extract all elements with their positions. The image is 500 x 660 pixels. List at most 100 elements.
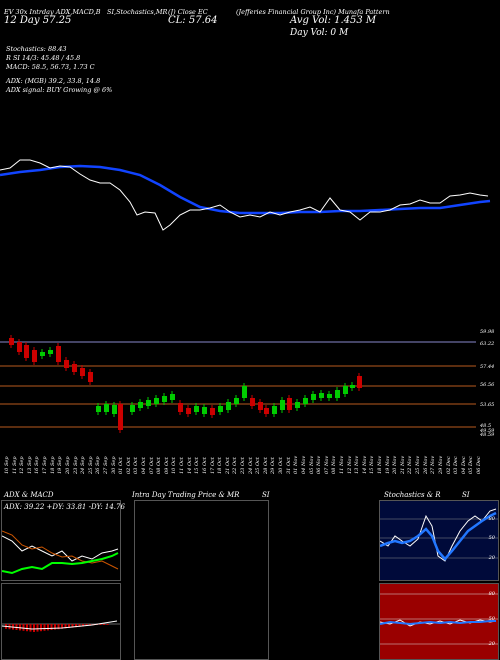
candle-body xyxy=(48,350,53,354)
candle-body xyxy=(56,346,61,362)
date-label: 10 Oct xyxy=(171,457,178,474)
macd-bar xyxy=(61,624,63,629)
stoch-rsi-title: Stochastics & R xyxy=(384,491,441,499)
close-value: CL: 57.64 xyxy=(168,15,218,26)
candle-body xyxy=(186,408,191,414)
price-line xyxy=(0,159,489,231)
candle-body xyxy=(218,406,223,412)
price-axis-label: 49.59 xyxy=(480,428,495,434)
date-label: 21 Nov xyxy=(399,455,406,474)
date-label: 13 Sep xyxy=(26,456,33,474)
macd-bar xyxy=(22,624,25,631)
macd-bar xyxy=(82,624,84,627)
date-label: 25 Nov xyxy=(415,455,422,474)
candle-body xyxy=(327,394,332,398)
date-label: 18 Oct xyxy=(217,457,224,474)
stochastics-panel: 80 50 20 xyxy=(379,500,499,581)
price-axis-label: 63.22 xyxy=(480,341,495,347)
date-label: 26 Sep xyxy=(95,456,102,474)
date-label: 14 Nov xyxy=(361,455,368,474)
date-label: 15 Oct xyxy=(194,457,201,474)
candle-body xyxy=(112,405,117,414)
date-label: 16 Sep xyxy=(34,456,41,474)
date-label: 28 Oct xyxy=(262,457,269,474)
date-label: 09 Oct xyxy=(163,457,170,474)
avg-volume: Avg Vol: 1.453 M xyxy=(290,15,377,26)
candle-body xyxy=(319,393,324,398)
date-label: 02 Dec xyxy=(445,456,452,474)
date-label: 27 Sep xyxy=(102,456,109,474)
candle-body xyxy=(96,406,101,412)
date-label: 01 Oct xyxy=(118,457,125,474)
stoch-label-80: 80 xyxy=(488,516,495,522)
date-label: 22 Oct xyxy=(232,457,239,474)
macd-bar xyxy=(54,624,56,630)
macd-bar xyxy=(36,624,39,632)
date-label: 21 Oct xyxy=(224,457,231,474)
date-label: 07 Nov xyxy=(323,455,330,474)
candle-body xyxy=(357,376,362,388)
date-label: 08 Oct xyxy=(156,457,163,474)
date-label: 12 Sep xyxy=(19,456,26,474)
date-label: 06 Nov xyxy=(316,455,323,474)
date-label: 04 Oct xyxy=(141,457,148,474)
price-axis-label: 48.5 xyxy=(480,423,492,429)
date-label: 24 Sep xyxy=(80,456,87,474)
intraday-title: Intra Day Trading Price & MR xyxy=(132,491,240,499)
macd-bar xyxy=(47,624,49,631)
candle-body xyxy=(104,404,109,412)
date-label: 19 Nov xyxy=(384,455,391,474)
macd-histogram xyxy=(2,620,120,632)
candle-body xyxy=(343,386,348,394)
candle-body xyxy=(138,402,143,408)
date-label: 11 Nov xyxy=(338,455,345,474)
stoch-title: SI,Stochastics,MR xyxy=(107,8,168,16)
candle-body xyxy=(272,406,277,414)
macd-bar xyxy=(85,624,88,626)
candle-body xyxy=(287,398,292,410)
adx-panel: ADX: 39.22 +DY: 33.81 -DY: 14.76 xyxy=(1,500,125,581)
date-label: 23 Sep xyxy=(72,456,79,474)
macd-bar xyxy=(50,624,53,630)
date-label: 06 Dec xyxy=(476,456,482,474)
moving-average-line xyxy=(0,164,491,215)
macd-bar xyxy=(75,624,77,628)
macd-bar xyxy=(68,624,70,628)
candlestick-chart xyxy=(0,335,476,433)
macd-bar xyxy=(103,624,105,625)
candle-body xyxy=(72,364,77,372)
candle-body xyxy=(350,385,355,388)
date-label: 05 Dec xyxy=(468,456,475,474)
candle-body xyxy=(24,345,29,358)
date-label: 29 Oct xyxy=(270,457,277,474)
intraday-panel xyxy=(134,500,269,660)
date-label: 02 Oct xyxy=(125,457,132,474)
candle-body xyxy=(162,396,167,402)
date-label: 14 Oct xyxy=(186,457,193,474)
date-label: 04 Nov xyxy=(300,455,307,474)
candle-body xyxy=(335,390,340,398)
adx-readout: ADX: (MGB) 39.2, 33.8, 14.8 xyxy=(6,77,101,85)
company-name: (Jefferies Financial Group Inc) Munafa P… xyxy=(236,8,390,16)
candle-body xyxy=(226,402,231,410)
candle-body xyxy=(178,403,183,412)
candle-body xyxy=(9,338,14,345)
date-label: 12 Nov xyxy=(346,455,353,474)
date-label: 10 Sep xyxy=(4,456,10,474)
adx-macd-title: ADX & MACD xyxy=(4,491,54,499)
date-label: 25 Oct xyxy=(255,457,262,474)
date-label: 22 Nov xyxy=(407,455,414,474)
date-label: 19 Sep xyxy=(57,456,64,474)
support-resistance-lines xyxy=(0,341,476,428)
rsi-lines xyxy=(380,593,498,645)
date-label: 16 Oct xyxy=(201,457,208,474)
macd-bar xyxy=(43,624,46,631)
rsi-label-80: 80 xyxy=(488,591,495,597)
date-label: 08 Nov xyxy=(331,455,338,474)
candle-body xyxy=(32,350,37,362)
candle-body xyxy=(311,394,316,400)
date-label: 24 Oct xyxy=(247,457,254,474)
candle-body xyxy=(17,342,22,352)
macd-bar xyxy=(78,624,81,627)
stochastics-lines xyxy=(380,508,498,562)
